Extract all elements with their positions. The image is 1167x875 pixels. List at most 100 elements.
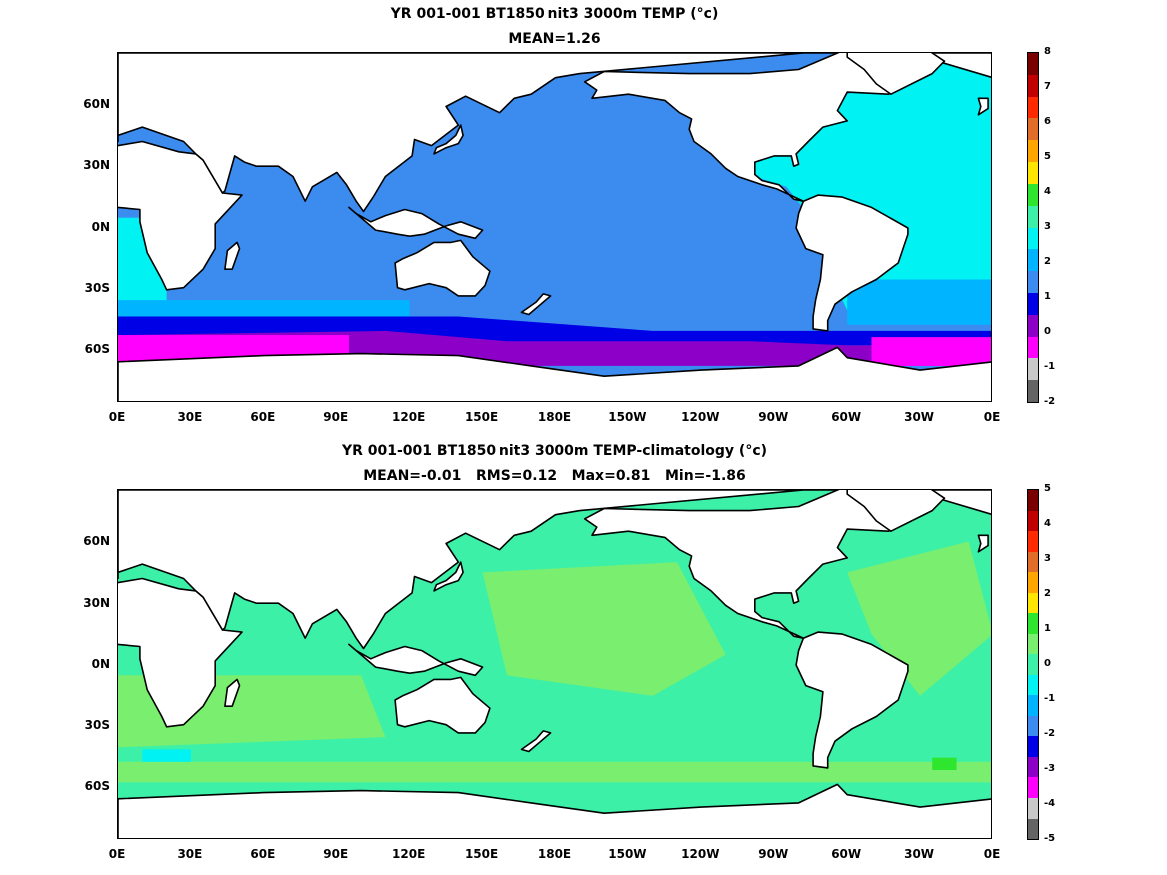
colorbar-label: 5 (1044, 483, 1051, 494)
japan-outline (433, 124, 464, 155)
colorbar-segment (1028, 654, 1038, 675)
anomaly-cyan-spot (142, 749, 191, 762)
panel1-lon-label: 0E (983, 410, 1001, 424)
panel1-lat-30n: 30N (83, 158, 110, 172)
panel2-lon-label: 120W (681, 847, 720, 861)
antarctica-outline (118, 783, 991, 838)
panel1-lon-label: 180E (537, 410, 572, 424)
eurasia-outline (118, 490, 991, 650)
colorbar-segment (1028, 756, 1038, 778)
colorbar-segment (1028, 490, 1038, 511)
panel1-lon-label: 0E (108, 410, 126, 424)
panel2-lon-label: 30E (177, 847, 203, 861)
colorbar-segment (1028, 797, 1038, 819)
colorbar-label: -5 (1044, 833, 1056, 844)
greenland-outline (846, 53, 946, 96)
colorbar-segment (1028, 531, 1038, 552)
panel2-title: YR 001-001 BT1850 nit3 3000m TEMP-climat… (341, 443, 768, 459)
panel2-map (117, 489, 992, 839)
colorbar-segment (1028, 162, 1038, 184)
atlantic-cyan (754, 63, 991, 321)
panel1-lon-label: 120W (681, 410, 720, 424)
colorbar-segment (1028, 633, 1038, 655)
south-america-outline (795, 631, 909, 769)
colorbar-label: 3 (1044, 221, 1051, 232)
colorbar-segment (1028, 183, 1038, 206)
colorbar-label: 8 (1044, 46, 1051, 57)
colorbar-segment (1028, 249, 1038, 272)
colorbar-segment (1028, 96, 1038, 119)
japan-outline (433, 561, 464, 592)
colorbar-segment (1028, 314, 1038, 337)
uk-outline (977, 97, 989, 116)
panel2-lon-label: 60W (831, 847, 862, 861)
uk-outline (977, 534, 989, 553)
colorbar-label: 7 (1044, 81, 1051, 92)
panel1-subtitle: MEAN=1.26 (508, 31, 601, 47)
panel1-lon-label: 30E (177, 410, 203, 424)
colorbar-label: -3 (1044, 763, 1056, 774)
colorbar-label: 2 (1044, 588, 1051, 599)
australia-outline (394, 239, 491, 297)
colorbar-segment (1028, 53, 1038, 75)
colorbar-segment (1028, 592, 1038, 614)
colorbar-segment (1028, 572, 1038, 593)
panel2-lat-60n: 60N (83, 534, 110, 548)
colorbar-label: 1 (1044, 291, 1051, 302)
colorbar-label: 3 (1044, 553, 1051, 564)
madagascar-outline (224, 678, 241, 707)
colorbar-segment (1028, 674, 1038, 696)
colorbar-segment (1028, 140, 1038, 163)
colorbar-label: 4 (1044, 186, 1051, 197)
panel1-lon-label: 30W (904, 410, 935, 424)
southern-magenta-east (871, 337, 991, 366)
panel2-lon-label: 60E (250, 847, 276, 861)
panel1-map-canvas (118, 53, 991, 401)
antarctica-outline (118, 346, 991, 401)
panel2-lat-0n: 0N (91, 657, 110, 671)
panel1-map (117, 52, 992, 402)
indonesia-outline (348, 206, 484, 240)
colorbar-label: 5 (1044, 151, 1051, 162)
south-atlantic-light (847, 279, 991, 325)
panel2-lon-label: 150W (608, 847, 647, 861)
anomaly-alt-pacific (482, 562, 726, 696)
panel2-lat-30s: 30S (84, 718, 110, 732)
colorbar-segment (1028, 777, 1038, 798)
colorbar-segment (1028, 74, 1038, 97)
colorbar-label: -1 (1044, 693, 1056, 704)
panel1-lon-label: 150E (464, 410, 499, 424)
colorbar-label: -1 (1044, 361, 1056, 372)
greenland-outline (846, 490, 946, 533)
panel1-colorbar (1027, 52, 1039, 403)
panel2-lon-label: 120E (392, 847, 426, 861)
panel1-lon-label: 90W (758, 410, 789, 424)
anomaly-green-spot (932, 757, 957, 770)
panel1-lat-60s: 60S (84, 342, 110, 356)
colorbar-segment (1028, 271, 1038, 293)
panel1-lon-label: 90E (323, 410, 349, 424)
colorbar-label: -4 (1044, 798, 1056, 809)
indian-south-light (118, 300, 410, 317)
panel1-lat-30s: 30S (84, 281, 110, 295)
panel1-lon-label: 60E (250, 410, 276, 424)
panel2-lat-30n: 30N (83, 596, 110, 610)
panel2-subtitle: MEAN=-0.01 RMS=0.12 Max=0.81 Min=-1.86 (363, 468, 746, 484)
colorbar-segment (1028, 336, 1038, 359)
colorbar-segment (1028, 227, 1038, 250)
panel2-lon-label: 30W (904, 847, 935, 861)
colorbar-label: -2 (1044, 728, 1056, 739)
colorbar-segment (1028, 358, 1038, 381)
anomaly-alt-southern (118, 761, 991, 783)
colorbar-label: 0 (1044, 326, 1051, 337)
colorbar-segment (1028, 510, 1038, 532)
colorbar-label: -2 (1044, 396, 1056, 407)
panel1-title: YR 001-001 BT1850 nit3 3000m TEMP (°c) (390, 6, 719, 22)
panel2-lon-label: 150E (464, 847, 499, 861)
colorbar-label: 1 (1044, 623, 1051, 634)
north-america-outline (583, 53, 946, 202)
colorbar-segment (1028, 695, 1038, 716)
colorbar-segment (1028, 736, 1038, 757)
new-zealand-outline (520, 293, 552, 316)
south-america-outline (795, 194, 909, 332)
